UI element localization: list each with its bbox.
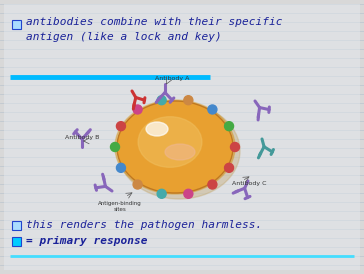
- Circle shape: [133, 105, 142, 114]
- Text: antibodies combine with their specific: antibodies combine with their specific: [26, 17, 282, 27]
- Circle shape: [230, 142, 240, 152]
- Circle shape: [184, 96, 193, 105]
- Ellipse shape: [115, 100, 235, 194]
- Circle shape: [184, 189, 193, 198]
- Circle shape: [133, 180, 142, 189]
- Circle shape: [208, 180, 217, 189]
- Circle shape: [157, 96, 166, 105]
- Circle shape: [225, 163, 234, 172]
- Bar: [12, 221, 21, 230]
- Circle shape: [111, 142, 119, 152]
- Text: Antibody A: Antibody A: [155, 76, 189, 81]
- Circle shape: [208, 105, 217, 114]
- Ellipse shape: [138, 117, 202, 167]
- Text: = primary response: = primary response: [26, 236, 147, 246]
- Text: Antibody C: Antibody C: [232, 181, 266, 185]
- Text: antigen (like a lock and key): antigen (like a lock and key): [26, 32, 222, 42]
- Text: Antibody B: Antibody B: [65, 135, 99, 139]
- Ellipse shape: [118, 103, 240, 199]
- Circle shape: [116, 163, 126, 172]
- Circle shape: [116, 122, 126, 131]
- Ellipse shape: [117, 101, 233, 193]
- Ellipse shape: [165, 144, 195, 160]
- Text: Antigen-binding
sites: Antigen-binding sites: [98, 201, 142, 212]
- Bar: [12, 20, 21, 29]
- Ellipse shape: [146, 122, 168, 136]
- Text: this renders the pathogen harmless.: this renders the pathogen harmless.: [26, 220, 262, 230]
- Circle shape: [157, 189, 166, 198]
- Circle shape: [225, 122, 234, 131]
- Bar: [12, 237, 21, 246]
